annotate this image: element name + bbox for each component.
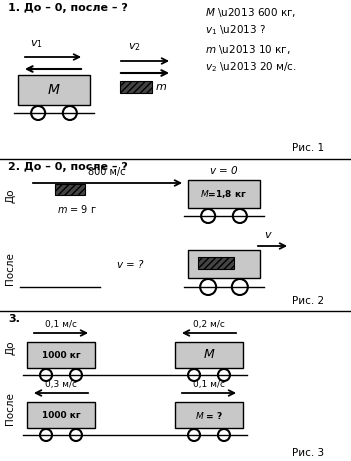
Text: 1000 кг: 1000 кг: [42, 350, 80, 360]
Text: $m$ = 9 г: $m$ = 9 г: [57, 203, 97, 215]
Text: Рис. 1: Рис. 1: [292, 143, 324, 153]
Text: 0,1 м/с: 0,1 м/с: [193, 380, 225, 389]
Text: $v$: $v$: [264, 230, 272, 240]
Circle shape: [218, 369, 230, 381]
Text: 0,2 м/с: 0,2 м/с: [193, 320, 225, 329]
Circle shape: [232, 279, 248, 295]
Text: $M$: $M$: [47, 83, 61, 97]
Circle shape: [31, 106, 45, 120]
Text: $M$ = ?: $M$ = ?: [195, 409, 223, 420]
Text: $v_2$ \u2013 20 м/с.: $v_2$ \u2013 20 м/с.: [205, 60, 297, 74]
Circle shape: [70, 429, 82, 441]
Bar: [55, 184, 85, 195]
Text: 0,3 м/с: 0,3 м/с: [45, 380, 77, 389]
Text: До: До: [5, 341, 15, 355]
Text: Рис. 2: Рис. 2: [292, 296, 324, 306]
Text: 0,1 м/с: 0,1 м/с: [45, 320, 77, 329]
Bar: [198, 257, 234, 269]
Text: $v$ = ?: $v$ = ?: [115, 258, 144, 270]
Bar: [27, 402, 95, 428]
Circle shape: [201, 209, 215, 223]
Bar: [27, 342, 95, 368]
Bar: [120, 81, 152, 93]
Text: $m$: $m$: [155, 82, 167, 92]
Text: $m$ \u2013 10 кг,: $m$ \u2013 10 кг,: [205, 43, 291, 56]
Text: Рис. 3: Рис. 3: [292, 448, 324, 458]
Circle shape: [200, 279, 216, 295]
Text: $M$: $M$: [203, 349, 215, 361]
Circle shape: [218, 429, 230, 441]
Text: 1. До – 0, после – ?: 1. До – 0, после – ?: [8, 3, 128, 13]
Text: $v_2$: $v_2$: [128, 41, 140, 53]
Circle shape: [40, 429, 52, 441]
Bar: [18, 75, 90, 105]
Circle shape: [188, 369, 200, 381]
Text: 2. До – 0, после – ?: 2. До – 0, после – ?: [8, 162, 128, 172]
Text: 1000 кг: 1000 кг: [42, 410, 80, 420]
Bar: [188, 250, 260, 278]
Text: $v_1$ \u2013 ?: $v_1$ \u2013 ?: [205, 23, 266, 37]
Bar: [188, 180, 260, 208]
Bar: [175, 402, 243, 428]
Text: 3.: 3.: [8, 314, 20, 324]
Text: $M$=1,8 кг: $M$=1,8 кг: [200, 188, 247, 200]
Circle shape: [188, 429, 200, 441]
Circle shape: [70, 369, 82, 381]
Text: До: До: [5, 189, 15, 203]
Text: После: После: [5, 393, 15, 426]
Text: $v_1$: $v_1$: [29, 38, 42, 50]
Circle shape: [63, 106, 77, 120]
Text: $M$ \u2013 600 кг,: $M$ \u2013 600 кг,: [205, 6, 296, 19]
Circle shape: [233, 209, 247, 223]
Text: После: После: [5, 253, 15, 285]
Bar: [175, 342, 243, 368]
Text: 800 м/с: 800 м/с: [88, 167, 126, 177]
Circle shape: [40, 369, 52, 381]
Text: $v$ = 0: $v$ = 0: [209, 164, 239, 176]
